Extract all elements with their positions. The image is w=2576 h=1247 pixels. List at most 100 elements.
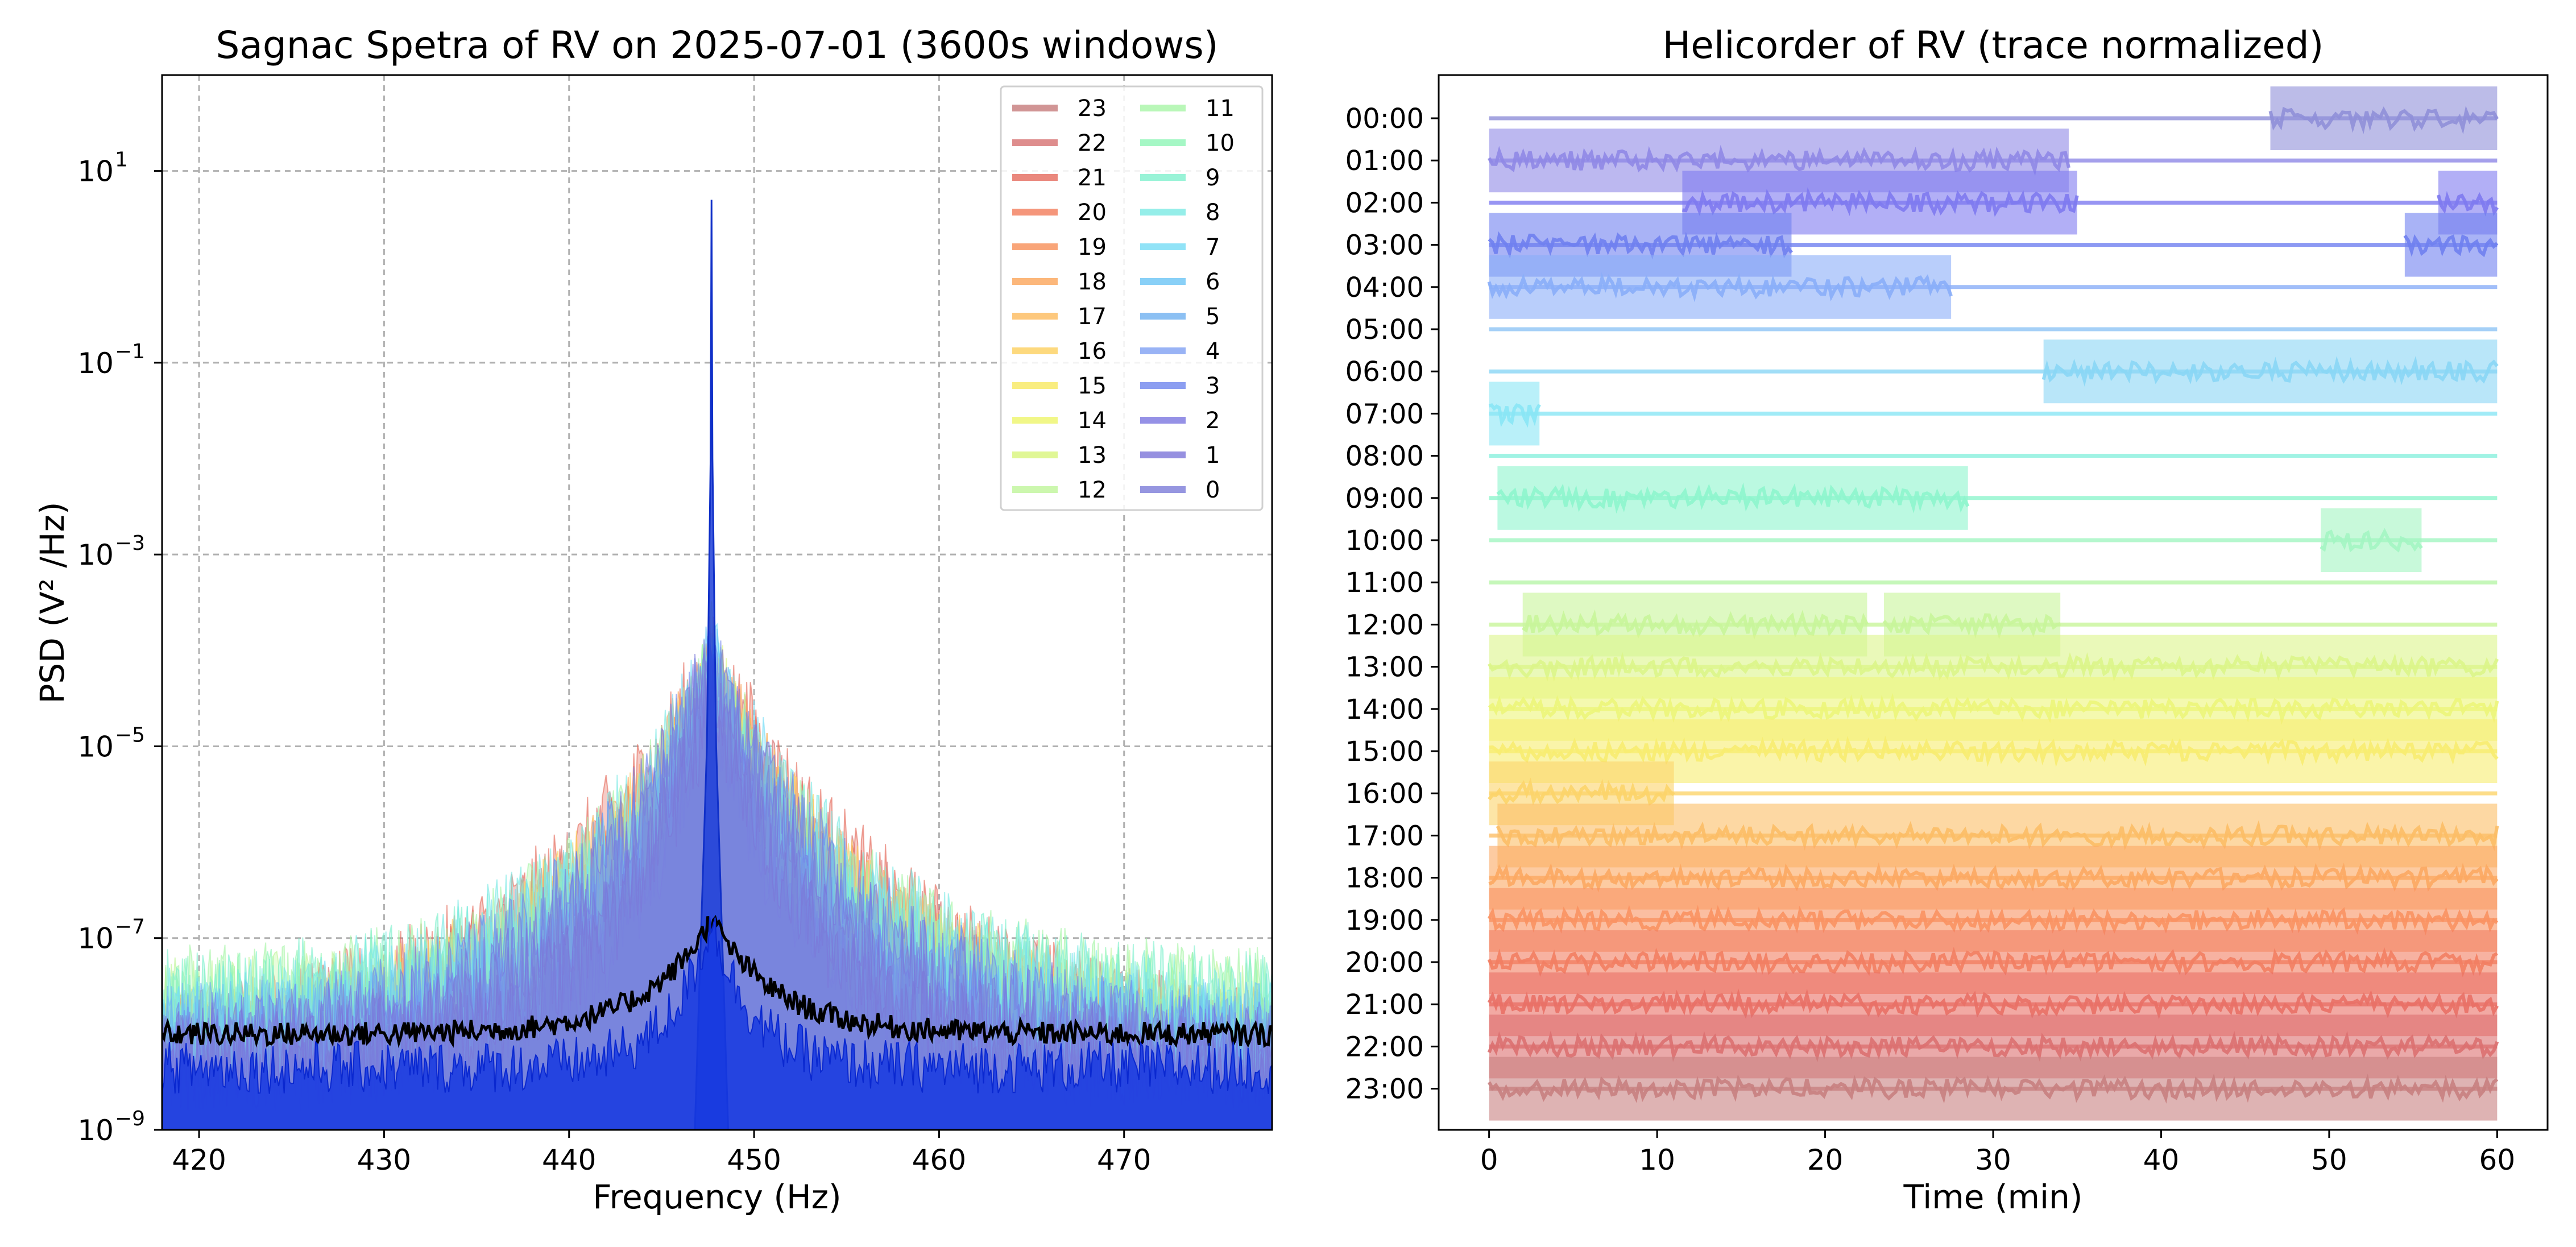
helicorder-burst-core <box>1487 988 2499 1020</box>
helicorder-row-label: 18:00 <box>1345 863 1424 894</box>
helicorder-burst-core <box>1488 862 2499 893</box>
spectra-x-tick-label: 460 <box>912 1144 966 1176</box>
legend-label-16: 16 <box>1078 338 1107 364</box>
helicorder-burst-core <box>1487 1030 2499 1063</box>
helicorder-row-label: 00:00 <box>1345 103 1424 135</box>
legend-label-8: 8 <box>1206 200 1220 226</box>
helicorder-row-labels: 00:00 01:00 02:00 03:00 04:00 05:00 06:00 07:00… <box>1345 103 1439 1105</box>
helicorder-burst-core <box>1487 144 2070 176</box>
helicorder-row-label: 10:00 <box>1345 525 1424 557</box>
helicorder-row-label: 02:00 <box>1345 187 1424 219</box>
helicorder-x-axis-label: Time (min) <box>1903 1178 2082 1216</box>
legend-label-15: 15 <box>1078 373 1107 399</box>
helicorder-row-label: 12:00 <box>1345 609 1424 641</box>
helicorder-burst-core <box>1489 735 2499 768</box>
helicorder-burst-core <box>2437 190 2499 217</box>
helicorder-x-tick-label: 40 <box>2143 1144 2180 1176</box>
helicorder-row-label: 05:00 <box>1345 314 1424 346</box>
helicorder-burst-core <box>1496 819 2499 851</box>
helicorder-burst-core <box>1487 947 2498 977</box>
helicorder-row-label: 06:00 <box>1345 356 1424 388</box>
spectra-x-tick-label: 440 <box>542 1144 596 1176</box>
helicorder-burst-core <box>1496 482 1970 514</box>
legend-label-2: 2 <box>1206 408 1220 434</box>
spectra-title: Sagnac Spetra of RV on 2025-07-01 (3600s… <box>216 23 1219 67</box>
spectra-y-tick-label: 10 <box>77 922 114 955</box>
spectrum-blue-floor <box>162 917 1272 1130</box>
helicorder-traces <box>1487 86 2499 1121</box>
legend-label-9: 9 <box>1206 165 1220 191</box>
helicorder-row-label: 07:00 <box>1345 398 1424 430</box>
spectra-x-tick-label: 430 <box>357 1144 411 1176</box>
helicorder-row-label: 15:00 <box>1345 736 1424 768</box>
legend-label-14: 14 <box>1078 408 1107 434</box>
spectra-y-tick-exponent: −9 <box>115 1107 145 1130</box>
helicorder-burst-core <box>1487 1073 2499 1104</box>
helicorder-x-tick-label: 60 <box>2479 1144 2516 1176</box>
legend-label-20: 20 <box>1078 200 1107 226</box>
legend-label-0: 0 <box>1206 477 1220 503</box>
helicorder-row-label: 04:00 <box>1345 272 1424 304</box>
helicorder-x-ticks: 0 10 20 30 40 50 60 <box>1480 1130 2515 1176</box>
helicorder-x-tick-label: 0 <box>1480 1144 1498 1176</box>
helicorder-burst-core <box>1522 609 1869 640</box>
helicorder-burst-core <box>1487 905 2499 936</box>
helicorder-row-label: 09:00 <box>1345 483 1424 515</box>
spectra-traces <box>162 200 1272 1130</box>
spectra-plot-frame <box>161 74 1273 1131</box>
helicorder-panel: 0 10 20 30 40 50 60 00:0001:0002:0003:0004:000… <box>1345 23 2549 1216</box>
helicorder-row-label: 23:00 <box>1345 1074 1424 1105</box>
legend-label-22: 22 <box>1078 130 1107 156</box>
spectra-y-tick-exponent: −3 <box>115 532 145 555</box>
helicorder-row-label: 11:00 <box>1345 567 1424 599</box>
helicorder-burst-core <box>1488 403 1541 428</box>
legend-label-4: 4 <box>1206 338 1220 364</box>
spectra-y-axis-label: PSD (V² /Hz) <box>33 502 72 703</box>
spectra-y-tick-label: 10 <box>77 347 114 380</box>
helicorder-row-label: 17:00 <box>1345 820 1424 852</box>
spectra-y-tick-exponent: −7 <box>115 915 145 939</box>
helicorder-burst-core <box>2041 355 2499 387</box>
helicorder-row-label: 20:00 <box>1345 947 1424 979</box>
spectra-x-tick-label: 470 <box>1097 1144 1151 1176</box>
spectra-y-tick-label: 10 <box>77 1114 114 1147</box>
helicorder-burst-core <box>1488 231 1793 260</box>
helicorder-burst-core <box>1682 187 2079 217</box>
spectra-x-axis-label: Frequency (Hz) <box>593 1178 841 1216</box>
legend-label-17: 17 <box>1078 304 1107 330</box>
legend-label-1: 1 <box>1206 442 1220 469</box>
spectra-x-tick-label: 420 <box>172 1144 226 1176</box>
helicorder-burst-core <box>1488 651 2499 682</box>
legend-box <box>1000 85 1264 511</box>
legend-label-21: 21 <box>1078 165 1107 191</box>
helicorder-row-label: 22:00 <box>1345 1031 1424 1063</box>
legend-label-7: 7 <box>1206 234 1220 260</box>
helicorder-x-tick-label: 20 <box>1807 1144 1844 1176</box>
helicorder-burst-core <box>1488 693 2499 725</box>
helicorder-title: Helicorder of RV (trace normalized) <box>1663 23 2324 67</box>
helicorder-row-label: 13:00 <box>1345 652 1424 683</box>
helicorder-row-label: 03:00 <box>1345 230 1424 262</box>
spectra-y-tick-label: 10 <box>77 155 114 188</box>
helicorder-row-label: 08:00 <box>1345 441 1424 473</box>
legend-label-10: 10 <box>1206 130 1235 156</box>
helicorder-burst-core <box>2268 105 2499 135</box>
helicorder-burst-core <box>2320 528 2423 553</box>
helicorder-row-label: 16:00 <box>1345 778 1424 810</box>
helicorder-x-tick-label: 10 <box>1639 1144 1675 1176</box>
spectra-x-ticks: 420 430 440 450 460 470 <box>172 1130 1151 1176</box>
spectra-y-tick-exponent: 1 <box>115 148 128 172</box>
helicorder-row-label: 21:00 <box>1345 989 1424 1021</box>
spectra-y-tick-exponent: −1 <box>115 340 145 363</box>
legend-label-12: 12 <box>1078 477 1107 503</box>
legend-label-3: 3 <box>1206 373 1220 399</box>
helicorder-burst-core <box>1487 272 1953 303</box>
helicorder-burst-core <box>1488 777 1675 806</box>
spectra-y-tick-label: 10 <box>77 730 114 763</box>
helicorder-x-tick-label: 30 <box>1975 1144 2011 1176</box>
helicorder-burst-core <box>1882 612 2061 640</box>
